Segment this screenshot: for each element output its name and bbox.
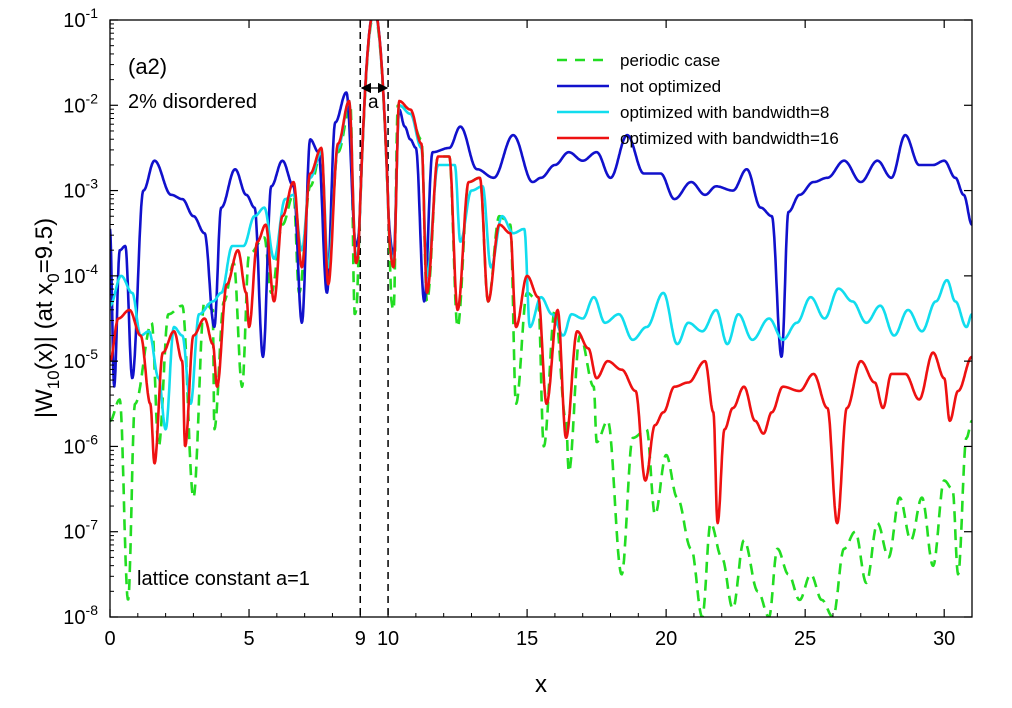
x-axis-title: x bbox=[535, 671, 547, 698]
y-title-suffix: =9.5) bbox=[31, 218, 58, 273]
series-line-4 bbox=[110, 20, 972, 525]
legend-label-4: optimized with bandwidth=16 bbox=[620, 129, 839, 148]
x-tick-label-5: 5 bbox=[243, 628, 254, 650]
y-tick-label--5: 10-5 bbox=[63, 346, 98, 373]
legend-label-2: not optimized bbox=[620, 77, 721, 96]
y-axis-title: |W10(x)| (at x0=9.5) bbox=[31, 218, 63, 418]
x-tick-label-9: 9 bbox=[355, 628, 366, 650]
plot-frame bbox=[109, 19, 973, 618]
legend-label-3: optimized with bandwidth=8 bbox=[620, 103, 829, 122]
y-title-prefix: |W bbox=[31, 389, 58, 418]
y-title-mid: (x)| (at x bbox=[31, 283, 58, 371]
panel-label: (a2) bbox=[128, 54, 167, 79]
series-line-1 bbox=[110, 20, 972, 617]
series-layer bbox=[110, 20, 972, 617]
disorder-label: 2% disordered bbox=[128, 91, 257, 113]
y-title-sub1: 10 bbox=[44, 370, 63, 389]
x-tick-label-10: 10 bbox=[377, 628, 399, 650]
reference-lines bbox=[359, 20, 389, 617]
x-tick-label-20: 20 bbox=[655, 628, 677, 650]
x-tick-label-25: 25 bbox=[794, 628, 816, 650]
y-tick-label--1: 10-1 bbox=[63, 5, 98, 32]
y-tick-label--2: 10-2 bbox=[63, 90, 98, 117]
y-tick-label--7: 10-7 bbox=[63, 517, 98, 544]
legend: periodic case not optimized optimized with… bbox=[557, 51, 839, 148]
series-line-2 bbox=[110, 20, 972, 388]
x-tick-label-30: 30 bbox=[933, 628, 955, 650]
x-tick-label-15: 15 bbox=[516, 628, 538, 650]
y-tick-label--4: 10-4 bbox=[63, 261, 98, 288]
tick-layer: 0 5 9 10 15 20 25 30 10-1 10-2 10-3 10-4 10-5 10-6 10-… bbox=[63, 5, 973, 650]
spacing-label: a bbox=[368, 92, 379, 113]
series-line-3 bbox=[110, 20, 972, 431]
x-tick-label-0: 0 bbox=[104, 628, 115, 650]
lattice-label: lattice constant a=1 bbox=[137, 568, 310, 590]
legend-label-1: periodic case bbox=[620, 51, 720, 70]
y-tick-label--6: 10-6 bbox=[63, 431, 98, 458]
y-title-sub2: 0 bbox=[44, 273, 63, 282]
y-tick-label--8: 10-8 bbox=[63, 602, 98, 629]
y-tick-label--3: 10-3 bbox=[63, 176, 98, 203]
